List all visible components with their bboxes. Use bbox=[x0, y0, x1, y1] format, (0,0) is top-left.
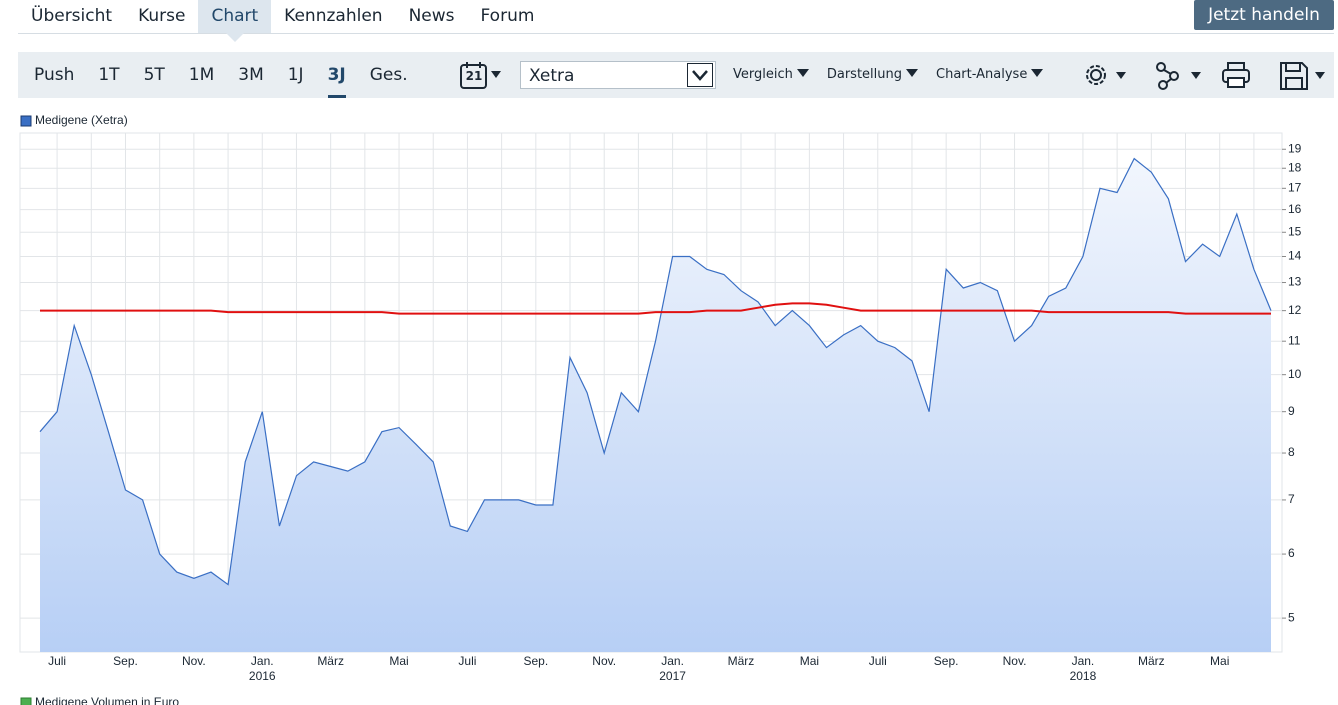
nav-tab[interactable]: News bbox=[408, 6, 455, 26]
x-tick-label: Jan. bbox=[1072, 654, 1095, 668]
print-icon[interactable] bbox=[1222, 62, 1250, 88]
x-tick-label: Juli bbox=[458, 654, 476, 668]
range-button[interactable]: Push bbox=[34, 65, 75, 85]
x-tick-label: Jan. bbox=[661, 654, 684, 668]
y-tick-label: 9 bbox=[1288, 404, 1295, 418]
range-button[interactable]: 5T bbox=[143, 65, 165, 85]
x-tick-label: März bbox=[1138, 654, 1165, 668]
price-area bbox=[40, 158, 1271, 652]
x-tick-label: Mai bbox=[800, 654, 819, 668]
legend-label: Medigene (Xetra) bbox=[35, 113, 128, 127]
nav-tab[interactable]: Forum bbox=[480, 6, 535, 26]
average-line bbox=[40, 302, 1271, 315]
x-year-label: 2016 bbox=[249, 669, 276, 683]
nav-tab[interactable]: Kurse bbox=[138, 6, 186, 26]
nav-tab[interactable]: Chart bbox=[198, 0, 272, 42]
range-button[interactable]: Ges. bbox=[369, 65, 408, 85]
calendar-icon bbox=[460, 62, 501, 89]
save-icon[interactable] bbox=[1280, 62, 1325, 90]
x-year-label: 2018 bbox=[1070, 669, 1097, 683]
y-tick-label: 15 bbox=[1288, 224, 1302, 238]
y-tick-label: 18 bbox=[1288, 160, 1302, 174]
y-tick-label: 5 bbox=[1288, 610, 1295, 624]
top-nav: Übersicht Kurse Chart Kennzahlen News Forum J… bbox=[18, 0, 1334, 42]
exchange-select[interactable]: Xetra bbox=[520, 61, 716, 89]
y-tick-label: 14 bbox=[1288, 249, 1302, 263]
settings-icon[interactable] bbox=[1086, 65, 1126, 85]
range-button[interactable]: 1M bbox=[188, 65, 215, 85]
y-tick-label: 11 bbox=[1288, 333, 1301, 347]
range-button[interactable]: 1T bbox=[98, 65, 120, 85]
calendar-day: 21 bbox=[465, 69, 483, 83]
range-button[interactable]: 1J bbox=[287, 65, 304, 85]
x-tick-label: Nov. bbox=[592, 654, 616, 668]
nav-tab[interactable]: Kennzahlen bbox=[284, 6, 383, 26]
x-tick-label: Juli bbox=[869, 654, 887, 668]
range-selector: Push 1T 5T 1M 3M 1J 3J Ges. bbox=[22, 52, 420, 98]
x-tick-label: März bbox=[317, 654, 344, 668]
legend-swatch bbox=[20, 115, 32, 127]
y-tick-label: 19 bbox=[1288, 141, 1302, 155]
calendar-button[interactable]: 21 bbox=[460, 62, 501, 89]
y-tick-label: 13 bbox=[1288, 275, 1302, 289]
y-tick-label: 17 bbox=[1288, 180, 1302, 194]
x-tick-label: Juli bbox=[48, 654, 66, 668]
tabs: Übersicht Kurse Chart Kennzahlen News Forum bbox=[18, 0, 547, 42]
x-tick-label: Mai bbox=[1210, 654, 1229, 668]
y-tick-label: 8 bbox=[1288, 445, 1295, 459]
y-tick-label: 6 bbox=[1288, 546, 1295, 560]
y-tick-label: 10 bbox=[1288, 367, 1302, 381]
dropdown-menu[interactable]: Chart-Analyse bbox=[936, 52, 1061, 98]
trade-button[interactable]: Jetzt handeln bbox=[1194, 0, 1334, 30]
price-line bbox=[39, 157, 1272, 586]
indicator-icon[interactable] bbox=[1156, 62, 1201, 90]
chart-toolbar: Push 1T 5T 1M 3M 1J 3J Ges. 21 Xetra Vergleich D… bbox=[18, 52, 1334, 98]
x-year-label: 2017 bbox=[659, 669, 686, 683]
toolbar-icons bbox=[1086, 62, 1325, 90]
volume-legend-swatch bbox=[20, 697, 32, 705]
dropdown-menu[interactable]: Vergleich bbox=[733, 52, 827, 98]
nav-tab[interactable]: Übersicht bbox=[31, 6, 113, 26]
dropdown-menu[interactable]: Darstellung bbox=[827, 52, 936, 98]
menus: Vergleich Darstellung Chart-Analyse bbox=[733, 52, 1061, 98]
x-tick-label: Sep. bbox=[523, 654, 548, 668]
x-tick-label: Sep. bbox=[934, 654, 959, 668]
exchange-value: Xetra bbox=[529, 66, 575, 86]
y-tick-label: 7 bbox=[1288, 492, 1295, 506]
volume-legend-label: Medigene Volumen in Euro bbox=[35, 695, 179, 705]
x-tick-label: März bbox=[728, 654, 755, 668]
x-tick-label: Nov. bbox=[182, 654, 206, 668]
x-tick-label: Jan. bbox=[251, 654, 274, 668]
select-arrow bbox=[687, 63, 713, 87]
range-button[interactable]: 3J bbox=[316, 52, 358, 98]
y-tick-label: 16 bbox=[1288, 202, 1302, 216]
y-tick-label: 12 bbox=[1288, 303, 1302, 317]
x-tick-label: Sep. bbox=[113, 654, 138, 668]
range-button[interactable]: 3M bbox=[238, 65, 264, 85]
x-tick-label: Mai bbox=[389, 654, 408, 668]
x-tick-label: Nov. bbox=[1003, 654, 1027, 668]
